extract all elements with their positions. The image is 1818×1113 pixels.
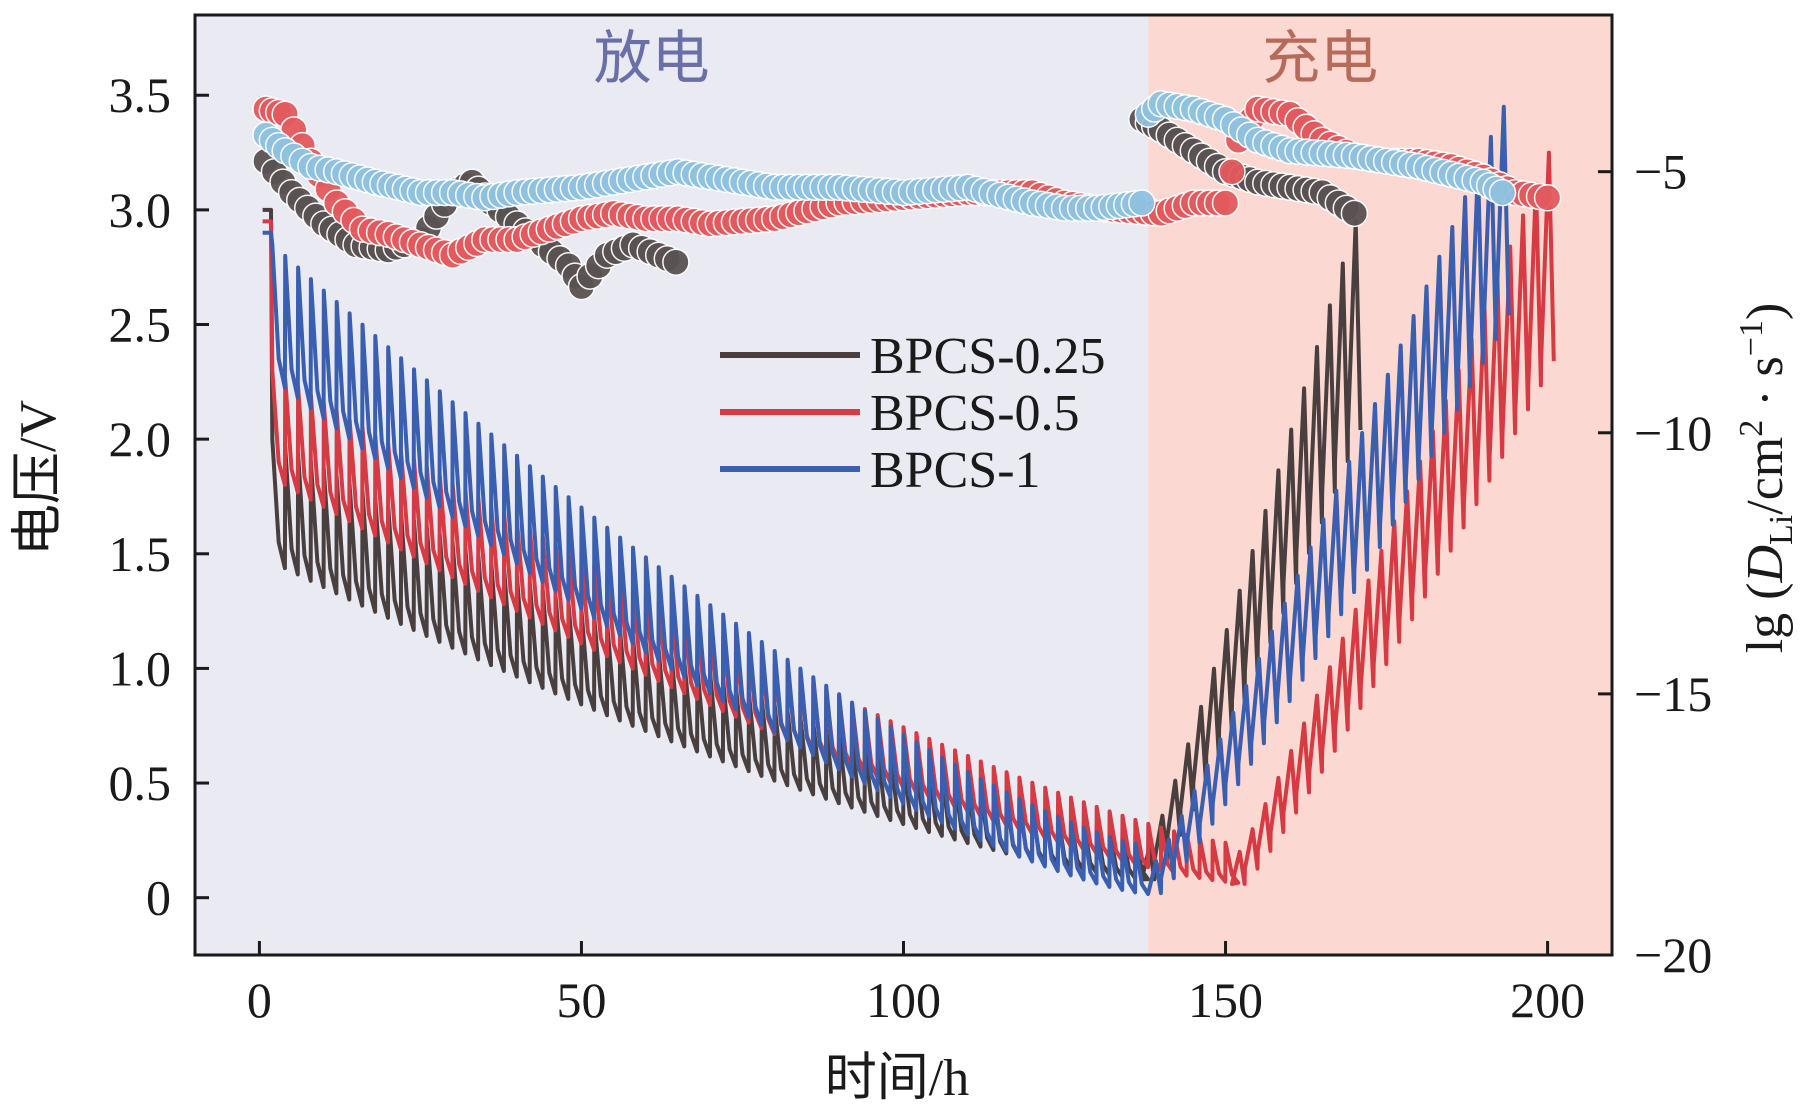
y2-tick-label: −10 <box>1634 405 1712 461</box>
y2-title-symbol: D <box>1737 545 1794 584</box>
region-labels: 放电 充电 <box>594 24 1379 92</box>
diffusion-marker-1 <box>1533 184 1562 212</box>
diffusion-marker-2 <box>1488 178 1517 207</box>
y2-title-mid: /cm <box>1737 437 1794 515</box>
y2-title-subscript: Li <box>1763 515 1800 545</box>
x-tick-label: 100 <box>866 972 941 1028</box>
y2-tick-label: −20 <box>1634 927 1712 983</box>
y-tick-label: 0 <box>146 870 171 926</box>
y2-title-suffix: ) <box>1737 303 1794 320</box>
y-tick-label: 1.0 <box>109 640 172 696</box>
y-tick-label: 2.0 <box>109 411 172 467</box>
diffusion-marker-2 <box>1128 189 1156 217</box>
y-tick-label: 0.5 <box>109 755 172 811</box>
y2-title-dot: · s <box>1737 356 1794 420</box>
region-label-0: 放电 <box>594 24 710 92</box>
legend-label-1: BPCS-0.5 <box>870 385 1080 442</box>
y-axis-left: 0 0.5 1.0 1.5 2.0 2.5 3.0 3.5 <box>109 67 209 926</box>
x-tick-label: 0 <box>247 972 272 1028</box>
y-axis-title: 电压/V <box>10 400 67 556</box>
diffusion-marker-1 <box>1211 189 1240 217</box>
y-tick-label: 2.5 <box>109 297 172 353</box>
voltage-lines <box>262 104 1556 896</box>
x-tick-label: 50 <box>556 972 606 1028</box>
y-axis-right: −5 −10 −15 −20 <box>1598 144 1712 983</box>
x-tick-label: 150 <box>1188 972 1263 1028</box>
legend-label-2: BPCS-1 <box>870 442 1041 499</box>
y2-axis-title: lg (DLi/cm2 · s−1) <box>1733 303 1800 654</box>
y-tick-label: 1.5 <box>109 526 172 582</box>
x-tick-label: 200 <box>1510 972 1585 1028</box>
region-label-1: 充电 <box>1262 24 1378 92</box>
diffusion-marker-0 <box>1340 199 1369 228</box>
y2-tick-label: −5 <box>1634 144 1687 200</box>
y2-title-sup2: 2 <box>1733 420 1770 437</box>
voltage-line-2 <box>262 104 1511 896</box>
y2-title-sup-neg1: −1 <box>1733 320 1770 356</box>
x-axis: 0 50 100 150 200 <box>247 941 1585 1028</box>
x-axis-title: 时间/h <box>825 1050 969 1107</box>
y2-tick-label: −15 <box>1634 666 1712 722</box>
diffusion-marker-0 <box>662 248 690 276</box>
diffusion-marker-1 <box>1218 157 1246 186</box>
diffusion-markers <box>252 90 1562 301</box>
legend-label-0: BPCS-0.25 <box>870 328 1106 385</box>
y2-title-prefix: lg ( <box>1737 583 1794 654</box>
y-tick-label: 3.5 <box>109 67 172 123</box>
y-tick-label: 3.0 <box>109 182 172 238</box>
